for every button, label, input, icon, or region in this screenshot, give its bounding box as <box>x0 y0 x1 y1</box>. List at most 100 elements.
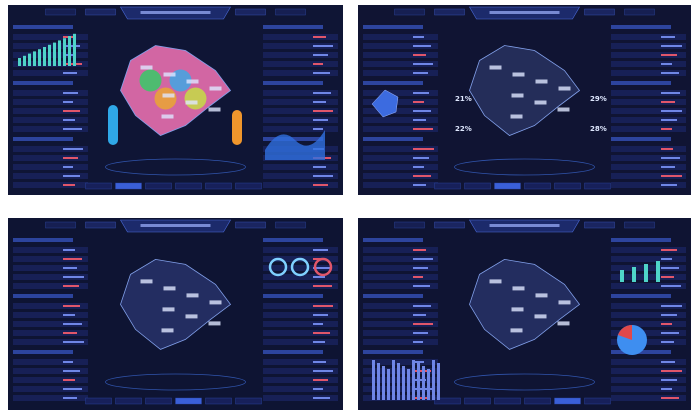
list-row <box>263 303 338 309</box>
section-title <box>263 294 323 298</box>
row-value <box>313 276 325 278</box>
list-row <box>13 386 88 392</box>
row-value <box>313 184 328 186</box>
row-value <box>63 110 80 112</box>
map-label <box>558 300 571 305</box>
row-value <box>661 92 680 94</box>
list-row <box>13 265 88 271</box>
section-title <box>611 81 671 85</box>
bottom-tab <box>235 397 262 405</box>
map-label <box>163 286 176 291</box>
list-row <box>13 117 88 123</box>
row-value <box>63 285 79 287</box>
list-row <box>13 173 88 179</box>
section-title <box>13 294 73 298</box>
list-row <box>611 155 686 161</box>
map-label <box>208 107 221 112</box>
row-value <box>313 323 323 325</box>
row-value <box>413 249 426 251</box>
list-row <box>363 52 438 58</box>
list-row <box>611 108 686 114</box>
list-row <box>611 34 686 40</box>
row-value <box>63 361 73 363</box>
bar <box>377 363 380 400</box>
bar <box>392 360 395 400</box>
row-value <box>63 184 75 186</box>
bottom-tab <box>145 397 172 405</box>
row-value <box>313 119 328 121</box>
row-value <box>413 258 433 260</box>
section-title <box>13 238 73 242</box>
nav-tab <box>394 221 425 229</box>
section-title <box>611 137 671 141</box>
row-value <box>661 166 675 168</box>
row-value <box>313 285 332 287</box>
row-value <box>313 370 333 372</box>
nav-tab <box>275 8 306 16</box>
list-row <box>263 70 338 76</box>
bar <box>427 369 430 400</box>
map-label <box>140 279 153 284</box>
row-value <box>661 388 672 390</box>
row-value <box>313 379 328 381</box>
list-row <box>363 265 438 271</box>
section-title <box>611 294 671 298</box>
list-row <box>263 99 338 105</box>
row-value <box>661 63 672 65</box>
bar <box>402 366 405 400</box>
bar <box>412 360 415 400</box>
map-label <box>510 328 523 333</box>
map-base <box>454 373 595 391</box>
radar <box>371 89 399 118</box>
list-row <box>611 330 686 336</box>
stat: 29% <box>590 95 607 103</box>
bottom-tab <box>554 397 581 405</box>
row-value <box>413 63 433 65</box>
map-label <box>186 293 199 298</box>
bar <box>43 47 46 66</box>
list-row <box>13 108 88 114</box>
row-value <box>63 157 78 159</box>
row-value <box>63 175 80 177</box>
row-value <box>661 54 677 56</box>
row-value <box>413 397 428 399</box>
list-row <box>13 70 88 76</box>
map-label <box>511 307 524 312</box>
nav-tab <box>85 221 116 229</box>
stat: 28% <box>590 125 607 133</box>
bottom-tab <box>175 182 202 190</box>
section-title <box>263 81 323 85</box>
list-row <box>13 247 88 253</box>
map-region <box>184 87 207 110</box>
row-value <box>313 361 326 363</box>
nav-tab <box>624 221 655 229</box>
bar <box>422 366 425 400</box>
list-row <box>263 321 338 327</box>
section-title <box>363 294 423 298</box>
list-row <box>611 339 686 345</box>
row-value <box>413 175 431 177</box>
bar <box>656 261 660 282</box>
bar <box>23 55 26 66</box>
map-label <box>489 279 502 284</box>
header-text <box>140 224 211 227</box>
row-value <box>63 63 82 65</box>
row-value <box>661 267 679 269</box>
row-value <box>63 397 77 399</box>
bar <box>73 33 76 66</box>
list-row <box>611 99 686 105</box>
row-value <box>661 397 679 399</box>
row-value <box>63 45 80 47</box>
list-row <box>363 247 438 253</box>
row-value <box>661 157 680 159</box>
list-row <box>363 283 438 289</box>
list-row <box>263 386 338 392</box>
row-value <box>63 101 73 103</box>
list-row <box>13 90 88 96</box>
bar <box>48 44 51 66</box>
row-value <box>63 323 82 325</box>
map-label <box>208 321 221 326</box>
section-title <box>363 137 423 141</box>
map-label <box>162 93 175 98</box>
list-row <box>363 61 438 67</box>
